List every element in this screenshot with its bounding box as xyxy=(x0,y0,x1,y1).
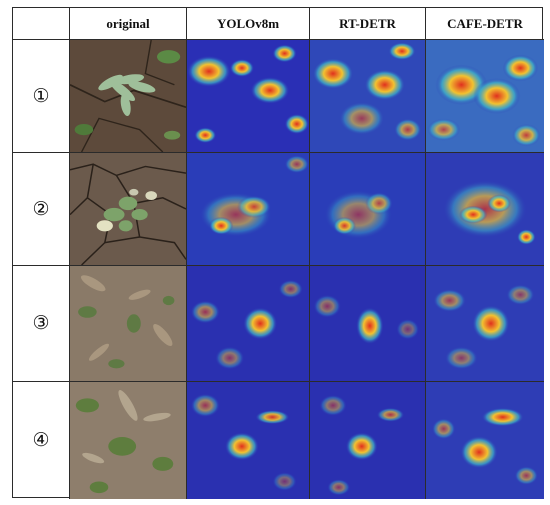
heatmap-yolov8m-row1 xyxy=(187,40,310,153)
image-original-row1 xyxy=(70,40,187,153)
row-label-4: ④ xyxy=(13,382,70,499)
image-original-row2 xyxy=(70,153,187,266)
heatmap-cafe-detr-row3 xyxy=(426,266,544,382)
heatmap-cafe-detr-row1 xyxy=(426,40,544,153)
header-rt-detr: RT-DETR xyxy=(310,8,426,40)
header-cafe-detr: CAFE-DETR xyxy=(426,8,544,40)
heatmap-rt-detr-row3 xyxy=(310,266,426,382)
row-label-3: ③ xyxy=(13,266,70,382)
row-label-1: ① xyxy=(13,40,70,153)
header-original: original xyxy=(70,8,187,40)
heatmap-cafe-detr-row2 xyxy=(426,153,544,266)
comparison-figure-grid: original YOLOv8m RT-DETR CAFE-DETR ① xyxy=(12,7,544,499)
heatmap-yolov8m-row2 xyxy=(187,153,310,266)
heatmap-cafe-detr-row4 xyxy=(426,382,544,499)
image-original-row3 xyxy=(70,266,187,382)
heatmap-rt-detr-row2 xyxy=(310,153,426,266)
corner-cell xyxy=(13,8,70,40)
image-original-row4 xyxy=(70,382,187,499)
header-yolov8m: YOLOv8m xyxy=(187,8,310,40)
heatmap-rt-detr-row4 xyxy=(310,382,426,499)
row-label-2: ② xyxy=(13,153,70,266)
heatmap-yolov8m-row4 xyxy=(187,382,310,499)
heatmap-yolov8m-row3 xyxy=(187,266,310,382)
heatmap-rt-detr-row1 xyxy=(310,40,426,153)
